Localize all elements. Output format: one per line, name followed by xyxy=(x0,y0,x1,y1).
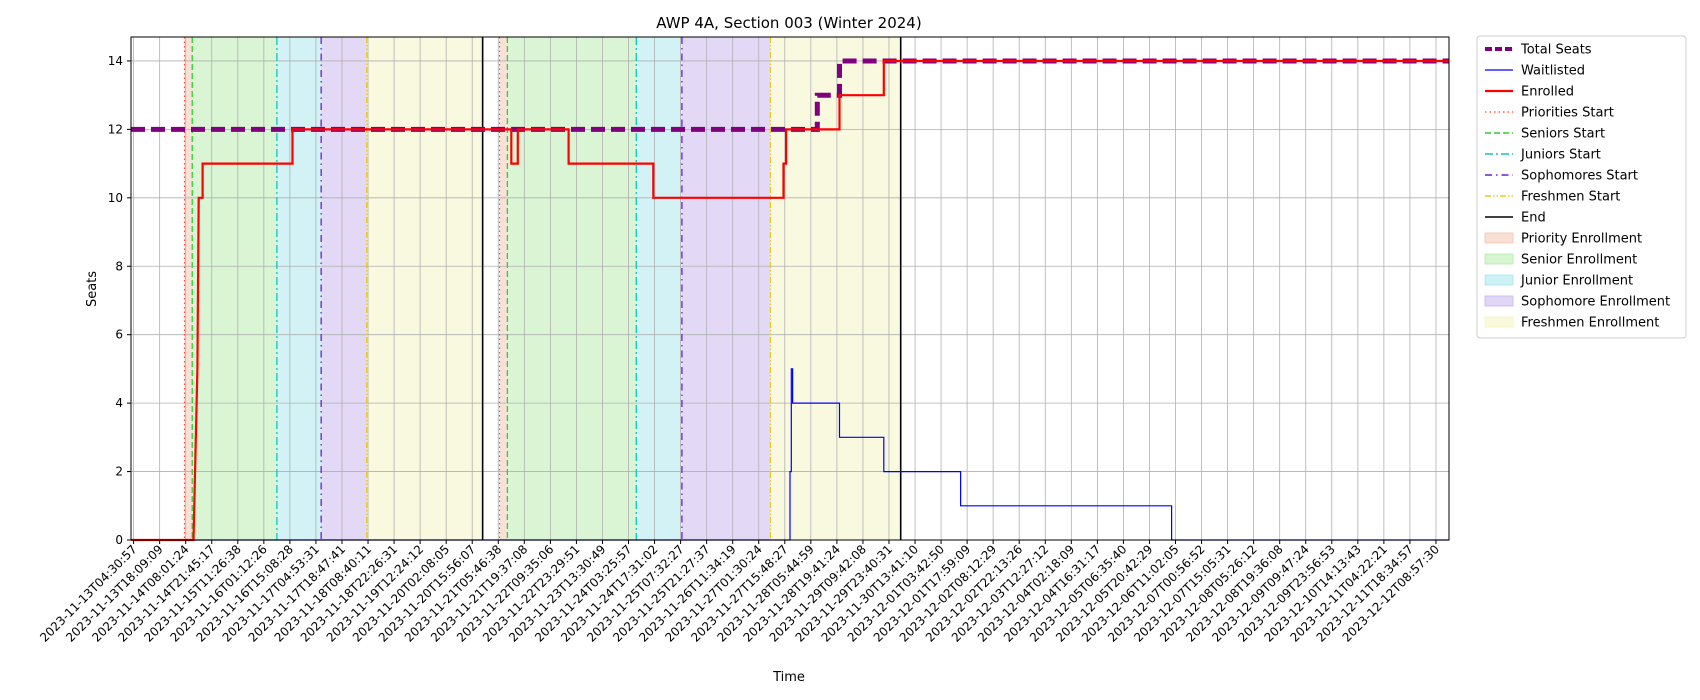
legend-label: Freshmen Enrollment xyxy=(1521,316,1659,331)
y-tick-label: 8 xyxy=(115,259,123,273)
series-waitlisted xyxy=(131,368,1449,541)
y-tick-label: 10 xyxy=(108,191,123,205)
chart-title: AWP 4A, Section 003 (Winter 2024) xyxy=(656,14,921,32)
legend-label: Priorities Start xyxy=(1521,106,1614,121)
y-axis-label: Seats xyxy=(85,271,100,307)
legend-label: Total Seats xyxy=(1520,43,1592,58)
legend-label: Enrolled xyxy=(1521,85,1574,100)
region-senior-enrollment xyxy=(192,37,277,540)
y-tick-label: 14 xyxy=(108,54,123,68)
legend-swatch-freshmen-enrollment xyxy=(1484,316,1514,328)
legend: Total Seats Waitlisted Enrolled Priorities … xyxy=(1476,35,1687,339)
y-tick-label: 2 xyxy=(115,465,123,479)
legend-label: Junior Enrollment xyxy=(1520,274,1633,289)
legend-label: End xyxy=(1521,211,1546,226)
legend-label: Seniors Start xyxy=(1521,127,1605,142)
region-priority-enrollment xyxy=(499,37,508,540)
legend-label: Juniors Start xyxy=(1520,148,1601,163)
x-axis-label: Time xyxy=(772,670,805,685)
legend-swatch-junior-enrollment xyxy=(1484,274,1514,286)
legend-label: Sophomore Enrollment xyxy=(1521,295,1670,310)
legend-label: Senior Enrollment xyxy=(1521,253,1637,268)
legend-label: Freshmen Start xyxy=(1521,190,1620,205)
legend-swatch-sophomore-enrollment xyxy=(1484,295,1514,307)
legend-box xyxy=(1476,35,1687,339)
y-tick-label: 0 xyxy=(115,533,123,547)
y-tick-label: 6 xyxy=(115,328,123,342)
series-total-seats xyxy=(131,58,1449,132)
region-priority-enrollment xyxy=(184,37,193,540)
plot-area: 024681012142023-11-13T04:30:572023-11-13… xyxy=(37,36,1450,645)
legend-swatch-priority-enrollment xyxy=(1484,232,1514,244)
legend-label: Priority Enrollment xyxy=(1521,232,1642,247)
region-junior-enrollment xyxy=(276,37,322,540)
region-freshmen-enrollment xyxy=(770,37,901,540)
axes-frame xyxy=(130,36,1450,541)
legend-label: Sophomores Start xyxy=(1521,169,1638,184)
y-tick-label: 4 xyxy=(115,396,123,410)
legend-label: Waitlisted xyxy=(1521,64,1585,79)
region-sophomore-enrollment xyxy=(321,37,367,540)
y-tick-label: 12 xyxy=(108,122,123,136)
series-enrolled xyxy=(131,59,1449,542)
legend-swatch-senior-enrollment xyxy=(1484,253,1514,265)
region-sophomore-enrollment xyxy=(681,37,771,540)
region-senior-enrollment xyxy=(507,37,637,540)
region-junior-enrollment xyxy=(636,37,682,540)
region-freshmen-enrollment xyxy=(366,37,483,540)
